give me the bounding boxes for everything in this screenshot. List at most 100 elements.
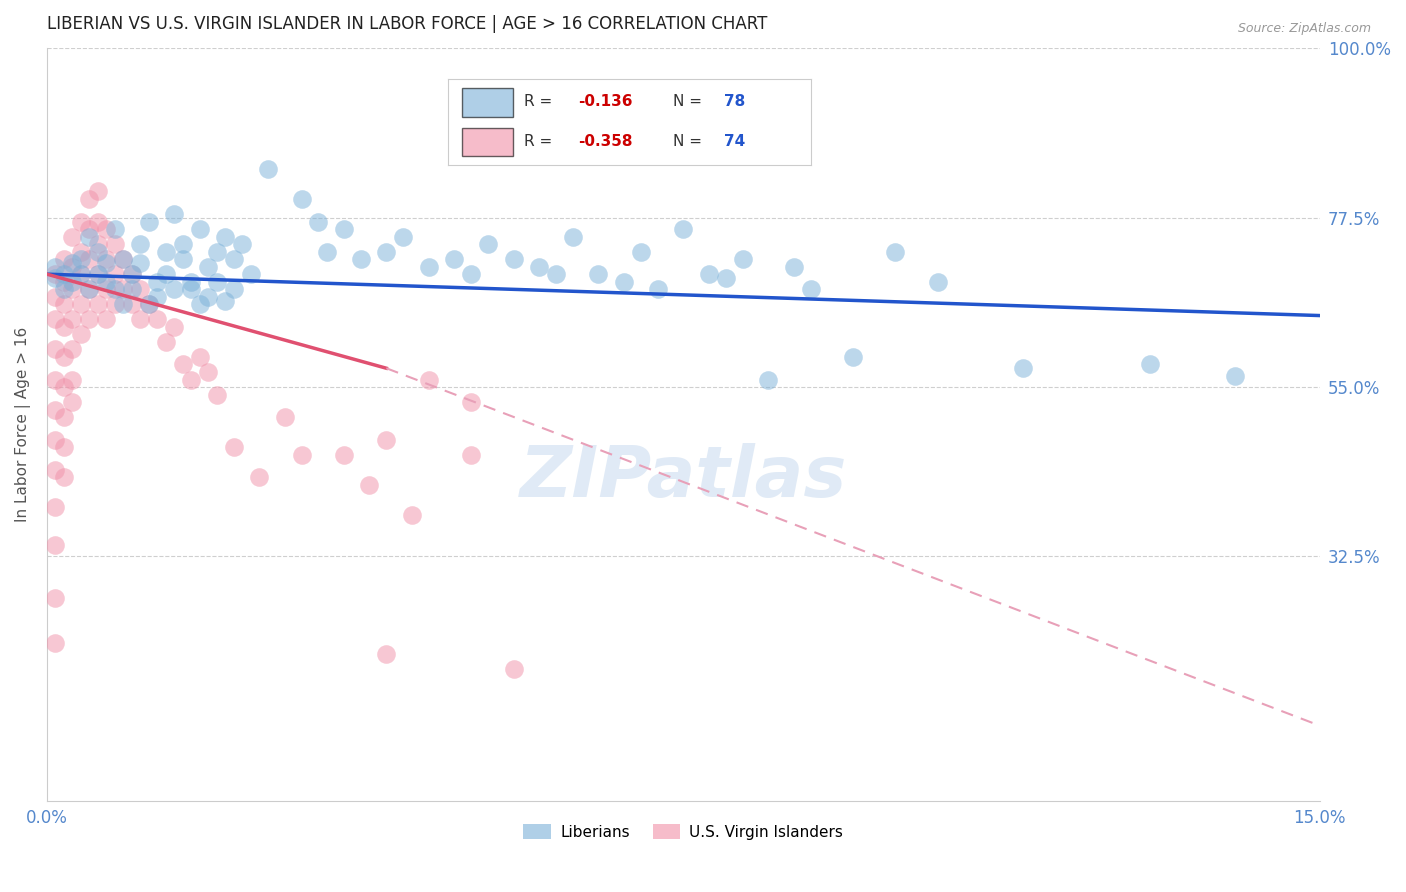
Point [359,478,381,492]
Point [62,372,84,386]
Point [222,252,245,267]
Point [87,237,110,252]
Point [70,244,93,259]
Point [155,334,177,349]
Point [96,312,118,326]
Point [104,267,127,281]
Point [672,222,695,236]
Point [87,185,110,199]
Point [308,214,330,228]
Point [401,508,423,522]
Point [197,365,219,379]
Point [44,271,66,285]
Point [44,433,66,447]
Point [188,297,211,311]
Point [205,387,228,401]
Point [138,214,160,228]
Point [188,222,211,236]
Point [79,312,101,326]
Point [502,662,524,676]
Point [62,256,84,270]
Point [290,448,312,462]
Point [44,591,66,605]
Point [460,395,482,409]
Point [52,297,75,311]
Point [256,161,278,176]
Point [52,267,75,281]
Point [350,252,373,267]
Point [290,192,312,206]
Point [44,343,66,357]
Point [316,244,339,259]
Point [756,372,779,386]
Point [273,410,295,425]
Point [146,312,169,326]
Point [87,267,110,281]
Point [96,282,118,296]
Point [460,448,482,462]
Point [44,372,66,386]
Point [87,214,110,228]
Point [79,229,101,244]
Point [180,372,202,386]
Point [697,267,720,281]
Point [62,275,84,289]
Point [172,237,194,252]
Legend: Liberians, U.S. Virgin Islanders: Liberians, U.S. Virgin Islanders [517,818,849,846]
Point [172,358,194,372]
Point [87,244,110,259]
Point [52,410,75,425]
Point [79,222,101,236]
Point [112,282,135,296]
Point [392,229,415,244]
Point [52,319,75,334]
Point [79,192,101,206]
Point [44,463,66,477]
Point [418,260,440,274]
Point [104,282,127,296]
Point [87,297,110,311]
Point [927,275,949,289]
Point [163,207,186,221]
Point [121,297,143,311]
Point [222,440,245,454]
Point [155,244,177,259]
Point [70,252,93,267]
Point [731,252,754,267]
Point [613,275,636,289]
Point [1139,358,1161,372]
Point [79,282,101,296]
Point [70,214,93,228]
Point [52,440,75,454]
Point [79,252,101,267]
Point [1011,361,1033,376]
Point [129,256,152,270]
Point [52,350,75,364]
Point [44,500,66,515]
Point [714,271,737,285]
Point [375,647,398,661]
Point [96,252,118,267]
Text: Source: ZipAtlas.com: Source: ZipAtlas.com [1237,22,1371,36]
Point [87,267,110,281]
Point [375,244,398,259]
Point [782,260,804,274]
Point [239,267,262,281]
Point [44,312,66,326]
Point [96,222,118,236]
Text: ZIPatlas: ZIPatlas [520,442,846,512]
Point [477,237,499,252]
Point [800,282,823,296]
Point [70,297,93,311]
Point [214,293,236,308]
Point [52,275,75,289]
Point [70,267,93,281]
Point [79,282,101,296]
Point [62,260,84,274]
Point [62,282,84,296]
Point [52,380,75,394]
Point [333,448,356,462]
Point [70,327,93,342]
Point [96,256,118,270]
Point [1223,368,1246,383]
